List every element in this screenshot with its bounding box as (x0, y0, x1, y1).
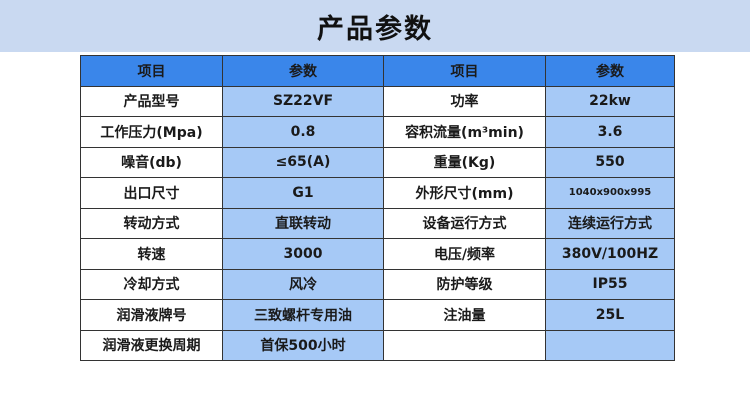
table-row: 润滑液牌号 三致螺杆专用油 注油量 25L (80, 299, 675, 331)
value-cell: 3.6 (545, 116, 675, 148)
spec-table: 项目 参数 项目 参数 产品型号 SZ22VF 功率 22kw 工作压力(Mpa) 0.8… (80, 55, 675, 361)
header-item: 项目 (383, 55, 546, 87)
table-row: 冷却方式 风冷 防护等级 IP55 (80, 268, 675, 300)
value-cell: 首保500小时 (222, 329, 384, 361)
item-cell: 功率 (383, 85, 546, 117)
header-item: 项目 (80, 55, 223, 87)
item-cell: 设备运行方式 (383, 207, 546, 239)
item-cell: 防护等级 (383, 268, 546, 300)
page-title: 产品参数 (317, 13, 433, 45)
item-cell: 冷却方式 (80, 268, 223, 300)
item-cell: 转速 (80, 238, 223, 270)
value-cell: 3000 (222, 238, 384, 270)
table-row: 转速 3000 电压/频率 380V/100HZ (80, 238, 675, 270)
item-cell: 转动方式 (80, 207, 223, 239)
value-cell: IP55 (545, 268, 675, 300)
item-cell: 润滑液更换周期 (80, 329, 223, 361)
item-cell: 容积流量(m³min) (383, 116, 546, 148)
value-cell: 三致螺杆专用油 (222, 299, 384, 331)
item-cell: 注油量 (383, 299, 546, 331)
header-param: 参数 (545, 55, 675, 87)
value-cell: G1 (222, 177, 384, 209)
item-cell: 工作压力(Mpa) (80, 116, 223, 148)
value-cell: 550 (545, 146, 675, 178)
value-cell: 1040x900x995 (545, 177, 675, 209)
value-cell: 风冷 (222, 268, 384, 300)
value-cell: ≤65(A) (222, 146, 384, 178)
item-cell: 外形尺寸(mm) (383, 177, 546, 209)
value-cell: 22kw (545, 85, 675, 117)
item-cell: 电压/频率 (383, 238, 546, 270)
table-row: 噪音(db) ≤65(A) 重量(Kg) 550 (80, 146, 675, 178)
value-cell: SZ22VF (222, 85, 384, 117)
title-banner: 产品参数 (0, 0, 750, 52)
value-cell: 连续运行方式 (545, 207, 675, 239)
table-row: 转动方式 直联转动 设备运行方式 连续运行方式 (80, 207, 675, 239)
item-cell: 噪音(db) (80, 146, 223, 178)
item-cell: 润滑液牌号 (80, 299, 223, 331)
value-cell: 380V/100HZ (545, 238, 675, 270)
value-cell: 25L (545, 299, 675, 331)
table-row: 产品型号 SZ22VF 功率 22kw (80, 85, 675, 117)
value-cell: 0.8 (222, 116, 384, 148)
value-cell (545, 329, 675, 361)
header-param: 参数 (222, 55, 384, 87)
value-cell: 直联转动 (222, 207, 384, 239)
item-cell: 出口尺寸 (80, 177, 223, 209)
table-row: 润滑液更换周期 首保500小时 (80, 329, 675, 361)
table-header-row: 项目 参数 项目 参数 (80, 55, 675, 87)
item-cell (383, 329, 546, 361)
table-row: 工作压力(Mpa) 0.8 容积流量(m³min) 3.6 (80, 116, 675, 148)
table-row: 出口尺寸 G1 外形尺寸(mm) 1040x900x995 (80, 177, 675, 209)
item-cell: 产品型号 (80, 85, 223, 117)
item-cell: 重量(Kg) (383, 146, 546, 178)
